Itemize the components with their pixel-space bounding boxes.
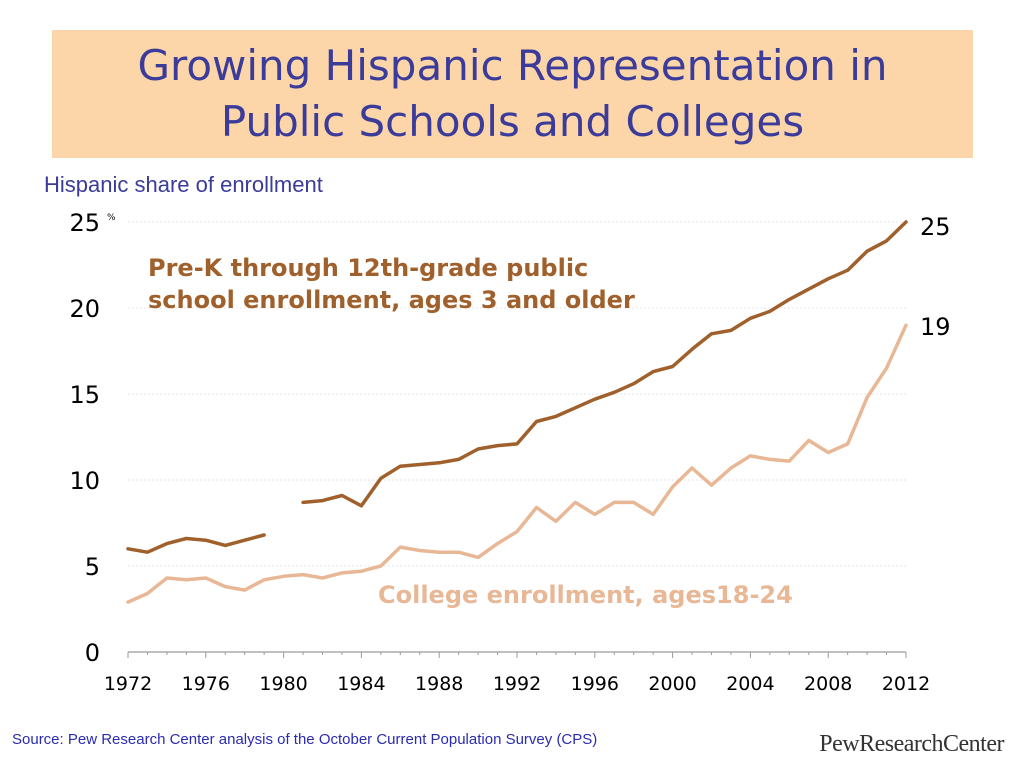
college-end-label: 19 xyxy=(920,313,951,341)
k12-series-line xyxy=(126,220,908,554)
x-tick-label: 1980 xyxy=(259,673,307,695)
y-tick-label: 15 xyxy=(69,381,100,409)
x-tick-label: 2008 xyxy=(804,673,852,695)
x-tick-label: 1996 xyxy=(571,673,619,695)
y-tick-label: 5 xyxy=(85,553,100,581)
y-unit-label: % xyxy=(107,213,116,223)
x-tick-label: 2004 xyxy=(726,673,774,695)
axis-layer: 0 5 10 15 20 25 1972 1976 1980 1984 1988 1992 1996 20… xyxy=(69,209,930,695)
x-tick-label: 1984 xyxy=(337,673,385,695)
k12-series-label-line-2: school enrollment, ages 3 and older xyxy=(148,286,635,314)
title-line-1: Growing Hispanic Representation in xyxy=(137,41,888,90)
x-tick-label: 2012 xyxy=(882,673,930,695)
y-tick-label: 10 xyxy=(69,467,100,495)
label-layer: Pre-K through 12th-grade public school e… xyxy=(107,213,951,609)
x-tick-label: 2000 xyxy=(648,673,696,695)
x-tick-label: 1976 xyxy=(182,673,230,695)
source-note: Source: Pew Research Center analysis of … xyxy=(12,731,598,748)
y-tick-label: 25 xyxy=(69,209,100,237)
y-tick-label: 20 xyxy=(69,295,100,323)
k12-end-label: 25 xyxy=(920,213,951,241)
title-banner: Growing Hispanic Representation in Publi… xyxy=(52,30,973,158)
pew-research-logo: PewResearchCenter xyxy=(819,731,1004,757)
x-tick-label: 1988 xyxy=(415,673,463,695)
series-layer xyxy=(126,220,908,604)
college-series-label: College enrollment, ages18-24 xyxy=(378,581,793,609)
x-tick-label: 1972 xyxy=(104,673,152,695)
college-series-line xyxy=(126,323,908,604)
title-line-2: Public Schools and Colleges xyxy=(220,97,805,146)
grid-layer xyxy=(128,221,906,567)
x-tick-label: 1992 xyxy=(493,673,541,695)
chart-subtitle: Hispanic share of enrollment xyxy=(44,172,323,197)
y-tick-label: 0 xyxy=(85,639,100,667)
k12-series-label-line-1: Pre-K through 12th-grade public xyxy=(148,254,588,282)
